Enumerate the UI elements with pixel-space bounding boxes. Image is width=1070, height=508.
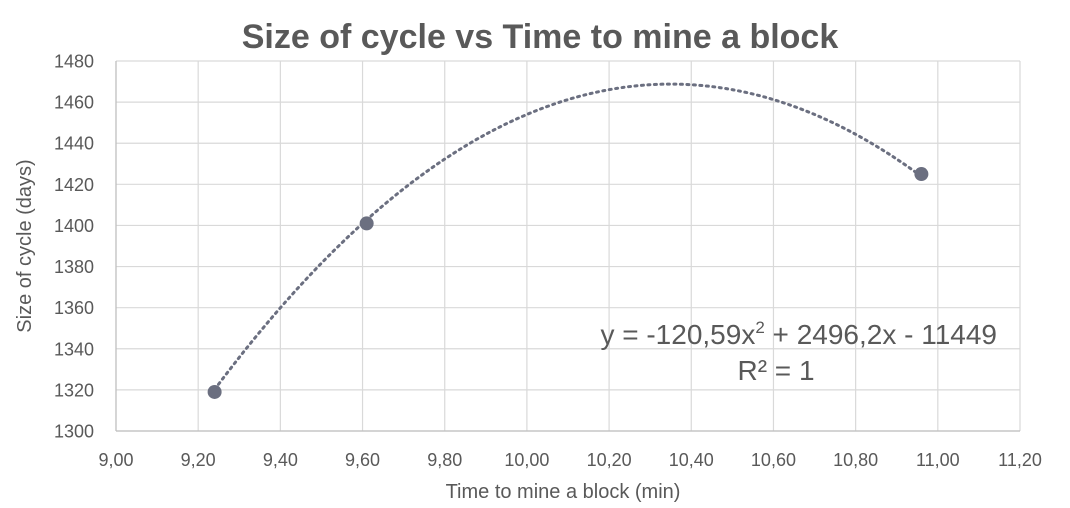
chart-title: Size of cycle vs Time to mine a block [242,18,839,56]
data-point [359,216,374,231]
r-squared: R² = 1 [737,355,814,386]
x-tick-label: 10,80 [833,450,878,470]
y-tick-label: 1480 [54,52,94,72]
y-tick-label: 1360 [54,298,94,318]
data-point [914,167,929,182]
data-points [207,167,929,399]
equation-suffix: + 2496,2x - 11449 [765,319,997,350]
x-tick-label: 10,60 [751,450,796,470]
y-gridlines [116,60,1020,432]
x-tick-label: 11,00 [916,450,960,470]
x-tick-label: 9,20 [181,450,216,470]
y-tick-label: 1380 [54,257,94,277]
equation-exponent: 2 [755,318,764,337]
y-tick-label: 1460 [54,93,94,113]
x-tick-label: 9,80 [427,450,462,470]
y-tick-label: 1320 [54,380,94,400]
y-tick-label: 1420 [54,175,94,195]
x-tick-label: 9,00 [98,450,133,470]
trendline-equation: y = -120,59x2 + 2496,2x - 11449 [600,318,997,350]
equation-prefix: y = -120,59x [600,319,755,350]
y-tick-label: 1440 [54,134,94,154]
x-tick-label: 9,40 [263,450,298,470]
trendline [213,82,923,391]
x-tick-label: 11,20 [998,450,1042,470]
x-tick-labels: 9,00 9,20 9,40 9,60 9,80 10,00 10,20 10,40 10,60… [98,450,1041,470]
x-tick-label: 10,00 [504,450,549,470]
data-point [207,384,222,399]
x-tick-label: 9,60 [345,450,380,470]
y-tick-label: 1300 [54,422,94,442]
x-tick-label: 10,40 [669,450,714,470]
y-axis-label: Size of cycle (days) [14,159,36,332]
axis-lines [115,61,1020,432]
x-axis-label: Time to mine a block (min) [446,481,681,503]
y-tick-labels: 1300 1320 1340 1360 1380 1400 1420 1440 1460 1480 [54,52,94,442]
y-tick-label: 1340 [54,339,94,359]
x-tick-label: 10,20 [587,450,632,470]
y-tick-label: 1400 [54,216,94,236]
